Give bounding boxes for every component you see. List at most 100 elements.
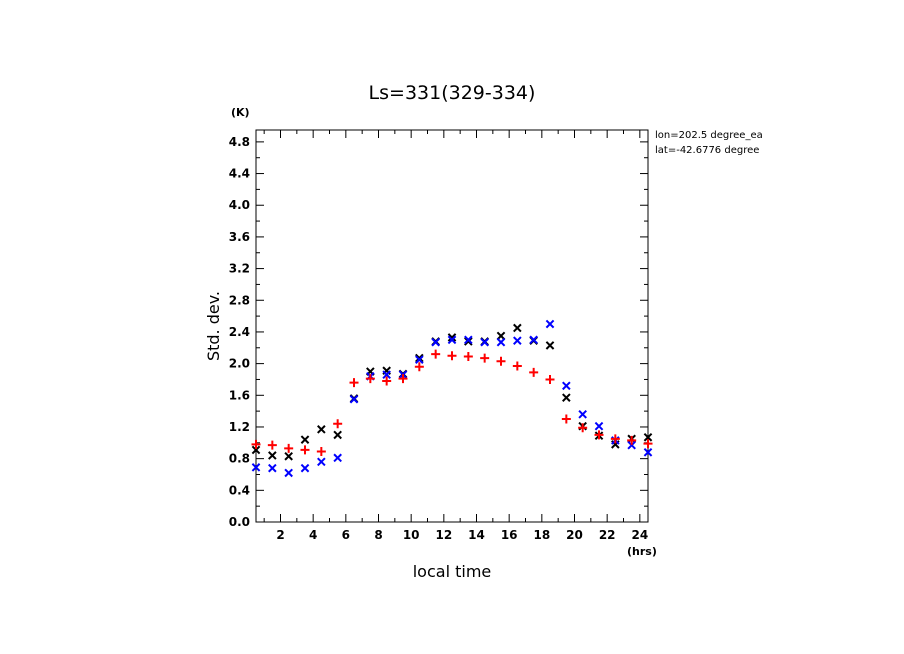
y-tick-label: 2.4 [229,325,250,339]
data-point [496,331,506,341]
data-point [529,367,539,377]
data-point [627,440,636,450]
data-point [562,381,571,391]
data-point [284,443,294,453]
data-point [447,351,457,361]
data-point [415,355,424,364]
plot-axes: 2 4 6 8 10 12 14 16 18 20 22 240.00.40.81.21.62.02.… [229,129,649,542]
data-point [464,337,473,346]
x-tick-label: 18 [533,528,550,542]
y-axis-unit: (K) [231,106,250,119]
data-point [578,409,587,419]
data-point [382,376,392,386]
data-point [398,374,408,384]
x-tick-label: 8 [374,528,382,542]
data-point [513,323,522,333]
data-point [431,349,441,359]
data-point [415,353,424,363]
x-tick-label: 24 [631,528,648,542]
y-tick-label: 3.6 [229,230,250,244]
y-tick-label: 4.8 [229,135,250,149]
data-point [251,463,261,472]
data-point [643,448,653,457]
data-point [480,337,489,347]
data-point [545,374,555,384]
x-tick-label: 22 [599,528,616,542]
series-0 [251,323,653,461]
x-axis-label: local time [413,562,492,581]
data-point [251,445,261,455]
y-tick-label: 0.8 [229,452,250,466]
data-point [464,335,473,345]
data-point [447,333,457,342]
series-1 [251,319,653,478]
y-tick-label: 0.0 [229,515,250,529]
data-point [643,439,653,449]
latitude-annotation: lat=-42.6776 degree [655,145,759,156]
x-tick-label: 6 [342,528,350,542]
y-tick-label: 3.2 [229,262,250,276]
y-tick-label: 2.8 [229,293,250,307]
x-tick-label: 20 [566,528,583,542]
data-point [333,419,343,429]
data-point [545,319,555,329]
data-point [349,378,359,388]
data-point [545,341,555,350]
plot-frame [255,129,649,523]
data-point [512,361,522,371]
y-tick-label: 4.0 [229,198,250,212]
y-tick-label: 0.4 [229,483,250,497]
data-point [594,421,604,431]
data-point [578,423,588,433]
plot-marks [251,319,653,478]
data-point [562,393,571,402]
x-tick-label: 4 [309,528,317,542]
data-point [431,337,440,347]
x-tick-label: 14 [468,528,485,542]
data-point [529,335,538,345]
y-axis-label: Std. dev. [204,291,223,361]
y-tick-label: 2.0 [229,357,250,371]
data-point [643,432,653,442]
data-point [594,430,604,440]
data-point [316,447,326,457]
data-point [251,439,261,449]
data-point [284,451,293,461]
data-point [317,457,326,467]
data-point [284,468,293,478]
data-point [561,414,571,424]
series-2 [251,349,653,457]
data-point [496,337,506,347]
y-tick-label: 4.4 [229,167,250,181]
data-point [480,353,490,363]
data-point [349,394,359,404]
data-point [268,451,277,460]
x-tick-label: 12 [435,528,452,542]
y-tick-label: 1.2 [229,420,250,434]
data-point [300,463,310,473]
data-point [627,435,637,445]
data-point [496,356,506,366]
data-point [610,434,620,444]
data-point [513,336,522,345]
data-point [365,374,375,384]
x-tick-label: 2 [276,528,284,542]
data-point [268,463,277,473]
data-point [317,425,326,434]
data-point [300,445,310,455]
data-point [333,430,342,440]
x-axis-unit: (hrs) [627,545,657,558]
x-tick-label: 10 [403,528,420,542]
longitude-annotation: lon=202.5 degree_ea [655,130,763,141]
x-tick-label: 16 [501,528,518,542]
y-tick-label: 1.6 [229,388,250,402]
chart-title: Ls=331(329-334) [369,82,536,104]
data-point [414,362,424,372]
data-point [447,335,457,345]
data-point [382,370,391,380]
data-point [333,453,342,463]
data-point [463,351,473,361]
data-point [300,435,310,444]
data-point [267,440,277,450]
